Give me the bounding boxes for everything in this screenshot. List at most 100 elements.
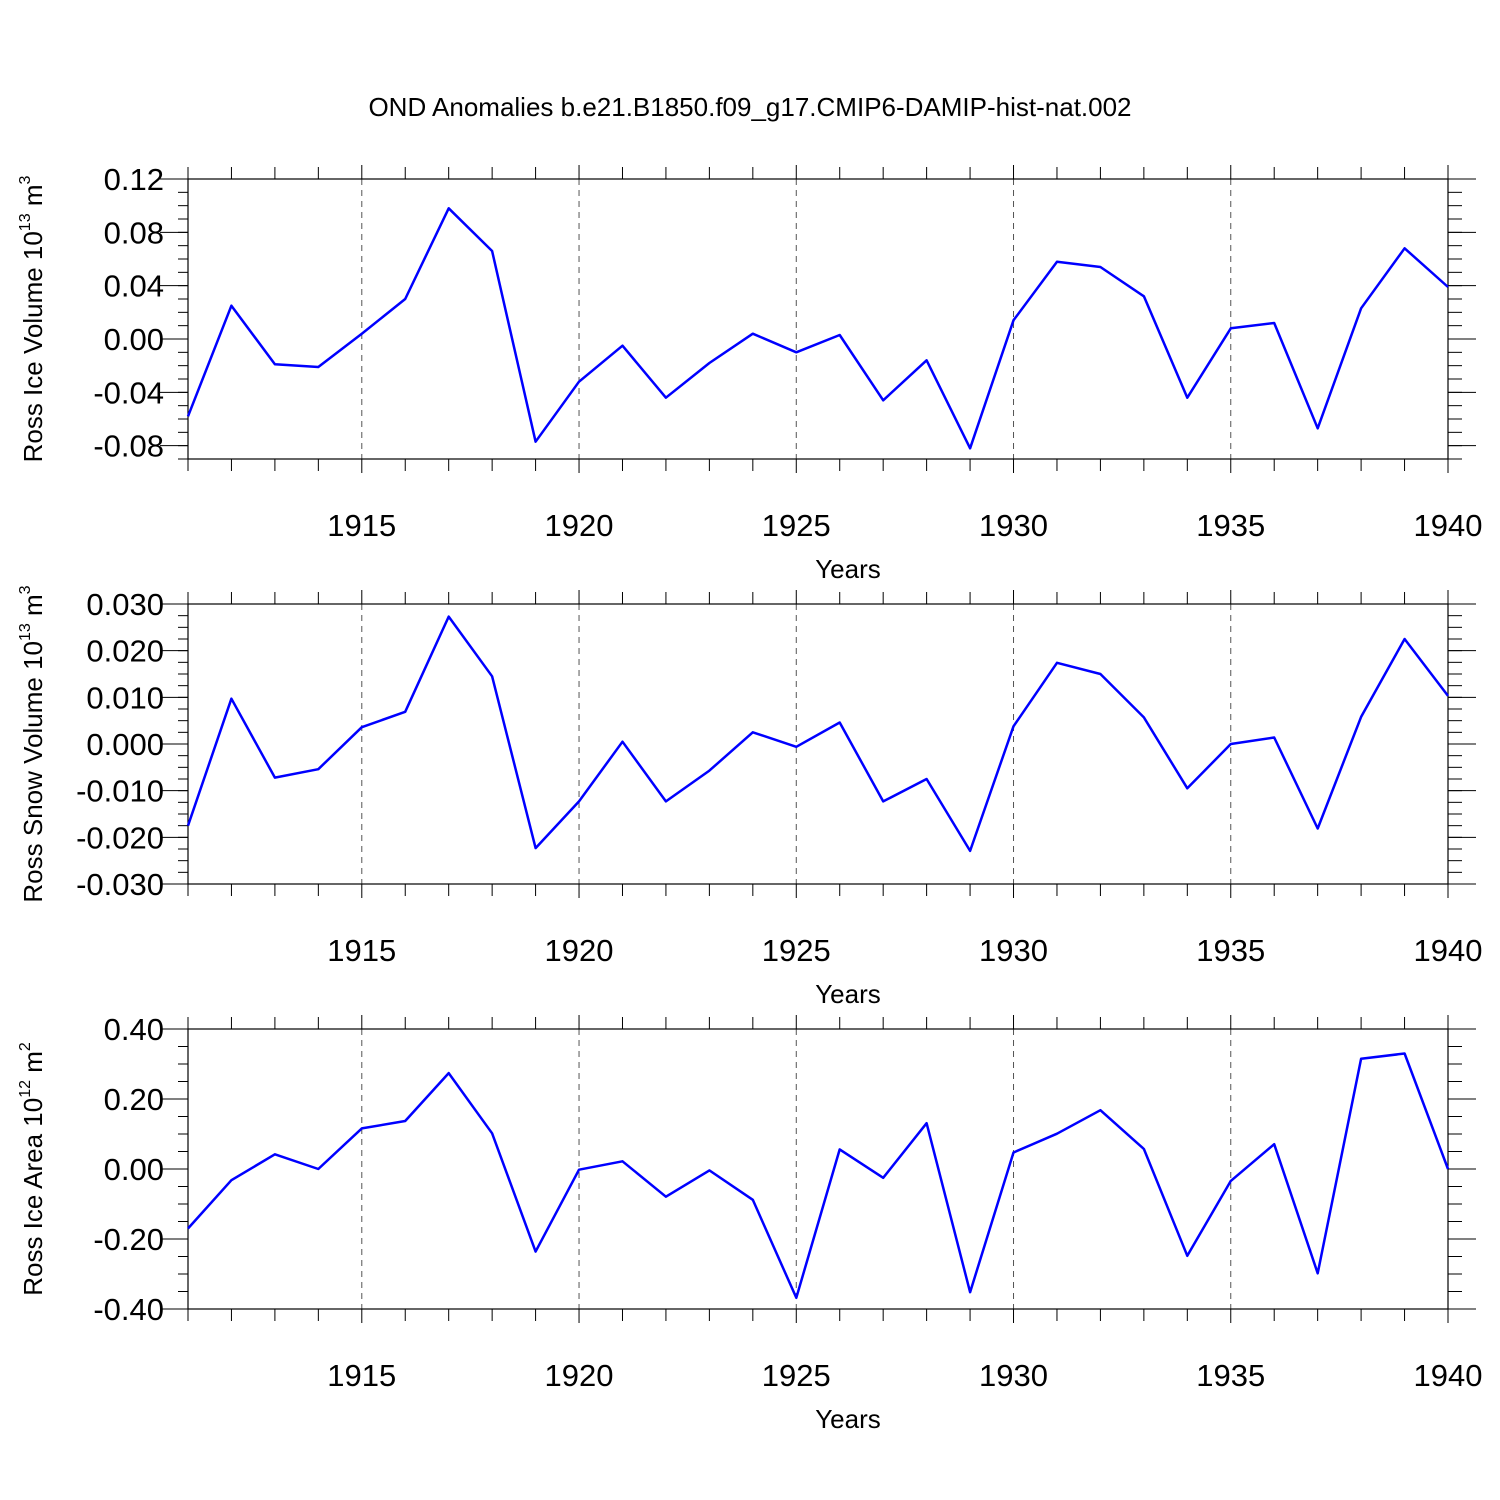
data-point [968, 848, 973, 853]
y-axis-title: Ross Ice Volume 1013 m3 [17, 175, 48, 462]
data-point [1272, 321, 1277, 326]
data-point [750, 730, 755, 735]
data-point [1402, 246, 1407, 251]
data-point [1185, 395, 1190, 400]
data-point [533, 439, 538, 444]
data-point [359, 331, 364, 336]
data-point [620, 739, 625, 744]
data-point [446, 614, 451, 619]
x-tick-label: 1935 [1196, 508, 1265, 543]
x-tick-label: 1930 [979, 508, 1048, 543]
data-point [446, 1071, 451, 1076]
data-point [750, 1197, 755, 1202]
data-point [837, 333, 842, 338]
x-tick-label: 1925 [762, 933, 831, 968]
data-point [577, 379, 582, 384]
data-point [707, 768, 712, 773]
data-point [229, 696, 234, 701]
x-tick-label: 1915 [327, 1358, 396, 1393]
y-tick-label: -0.010 [76, 774, 164, 809]
data-point [924, 358, 929, 363]
x-tick-label: 1915 [327, 933, 396, 968]
data-point [446, 206, 451, 211]
data-point [1359, 714, 1364, 719]
x-tick-label: 1925 [762, 1358, 831, 1393]
data-point [881, 799, 886, 804]
data-point [1315, 1271, 1320, 1276]
data-point [490, 674, 495, 679]
data-point [316, 365, 321, 370]
data-point [620, 1159, 625, 1164]
data-point [186, 414, 191, 419]
data-point [837, 720, 842, 725]
data-point [794, 350, 799, 355]
data-point [620, 343, 625, 348]
data-point [794, 1295, 799, 1300]
x-tick-label: 1920 [545, 933, 614, 968]
x-tick-label: 1935 [1196, 933, 1265, 968]
data-point [316, 767, 321, 772]
data-point [1054, 259, 1059, 264]
data-point [1228, 1178, 1233, 1183]
data-point [1228, 326, 1233, 331]
data-point [750, 331, 755, 336]
data-point [359, 1126, 364, 1131]
x-axis-title: Years [815, 979, 881, 1009]
series-line-ice-volume [186, 207, 1449, 450]
x-tick-label: 1940 [1414, 1358, 1483, 1393]
y-tick-label: 0.020 [86, 634, 164, 669]
data-point [272, 775, 277, 780]
x-tick-label: 1915 [327, 508, 396, 543]
x-axis-title: Years [815, 1404, 881, 1434]
data-point [1446, 285, 1451, 290]
data-point [663, 799, 668, 804]
plot-frame [187, 178, 1449, 460]
y-axis-title: Ross Ice Area 1012 m2 [17, 1042, 48, 1296]
y-tick-label: -0.020 [76, 820, 164, 855]
y-tick-label: 0.010 [86, 680, 164, 715]
data-point [881, 1175, 886, 1180]
x-tick-label: 1935 [1196, 1358, 1265, 1393]
data-point [490, 1131, 495, 1136]
data-point [1315, 826, 1320, 831]
data-point [663, 1194, 668, 1199]
data-point [186, 1226, 191, 1231]
y-tick-label: 0.04 [104, 269, 164, 304]
data-point [1228, 742, 1233, 747]
data-point [316, 1167, 321, 1172]
data-point [1141, 294, 1146, 299]
data-point [229, 1178, 234, 1183]
x-tick-label: 1920 [545, 1358, 614, 1393]
data-point [1402, 1051, 1407, 1056]
data-point [577, 1167, 582, 1172]
data-point [229, 303, 234, 308]
data-point [1098, 265, 1103, 270]
panel-ice-area: -0.40 -0.20 0.00 0.20 0.40 1915 1920 1925 1930 19… [17, 1012, 1482, 1434]
data-point [663, 395, 668, 400]
data-point [968, 1290, 973, 1295]
data-point [707, 1168, 712, 1173]
plot-frame [187, 1028, 1449, 1310]
y-tick-label: -0.08 [93, 429, 164, 464]
chart-title: OND Anomalies b.e21.B1850.f09_g17.CMIP6-… [368, 92, 1131, 122]
data-point [359, 725, 364, 730]
data-point [707, 361, 712, 366]
data-point [1446, 1167, 1451, 1172]
x-axis-title: Years [815, 554, 881, 584]
data-point [1098, 672, 1103, 677]
y-tick-label: 0.00 [104, 322, 164, 357]
y-tick-label: -0.030 [76, 867, 164, 902]
y-tick-label: 0.40 [104, 1012, 164, 1047]
x-tick-label: 1940 [1414, 508, 1483, 543]
data-point [924, 777, 929, 782]
y-tick-label: -0.20 [93, 1222, 164, 1257]
data-point [1054, 1131, 1059, 1136]
data-point [1359, 1056, 1364, 1061]
data-point [1185, 786, 1190, 791]
data-point [403, 297, 408, 302]
y-tick-label: 0.08 [104, 215, 164, 250]
series-line-snow-volume [186, 615, 1449, 853]
data-point [272, 1152, 277, 1157]
data-point [403, 1119, 408, 1124]
data-point [1054, 660, 1059, 665]
